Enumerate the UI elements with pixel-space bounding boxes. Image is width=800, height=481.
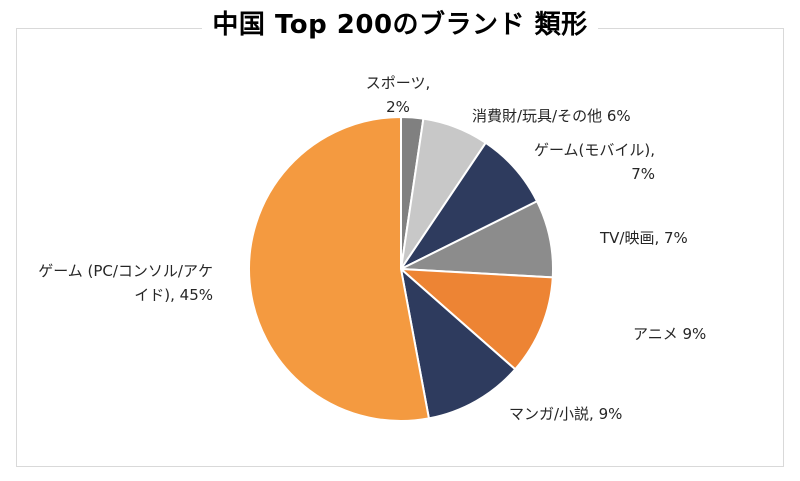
slice-label: ゲーム (PC/コンソル/アケイド), 45%: [38, 262, 213, 304]
slice-label: ゲーム(モバイル), 7%: [534, 141, 655, 183]
slice-label-line: 消費財/玩具/その他 6%: [472, 107, 631, 125]
slice-label: スポーツ, 2%: [366, 74, 430, 116]
pie-slice: [398, 267, 554, 371]
slice-label: 消費財/玩具/その他 6%: [472, 107, 631, 125]
slice-label: TV/映画, 7%: [599, 229, 688, 247]
chart-title-wrap: 中国 Top 200のブランド 類形: [0, 4, 800, 41]
slice-label-line: アニメ 9%: [633, 325, 706, 343]
slice-label-line: スポーツ,: [366, 74, 430, 92]
slice-label: アニメ 9%: [633, 325, 706, 343]
slice-label-line: 2%: [386, 98, 410, 116]
pie-slice: [399, 266, 517, 420]
slice-label-line: ゲーム (PC/コンソル/アケ: [38, 262, 213, 280]
pie-slice: [248, 115, 431, 422]
slice-label-line: マンガ/小説, 9%: [509, 405, 622, 423]
slice-label: マンガ/小説, 9%: [509, 405, 622, 423]
slice-label-line: 7%: [631, 165, 655, 183]
chart-title: 中国 Top 200のブランド 類形: [202, 4, 598, 41]
slice-label-line: ゲーム(モバイル),: [534, 141, 655, 159]
slice-label-line: イド), 45%: [134, 286, 213, 304]
slice-label-line: TV/映画, 7%: [599, 229, 688, 247]
